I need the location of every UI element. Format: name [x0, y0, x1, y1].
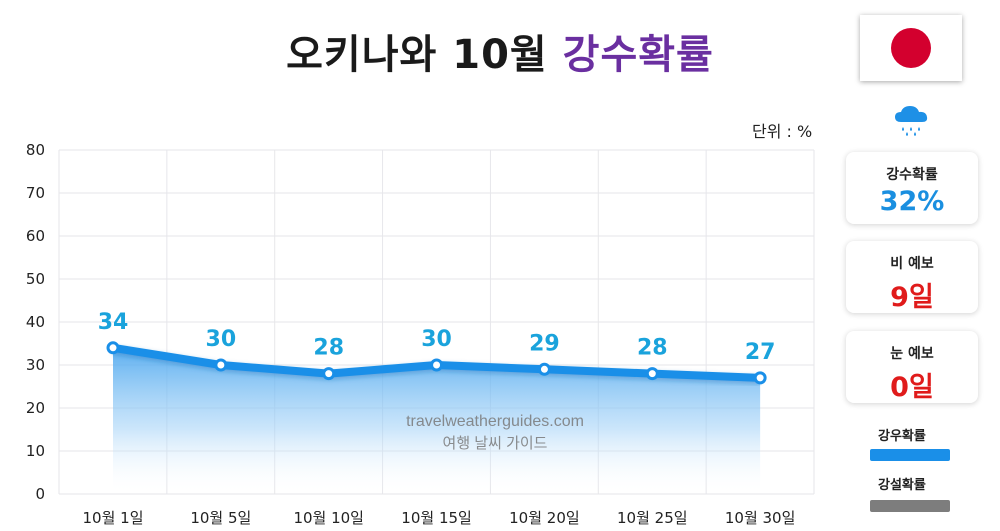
x-tick-label: 10월 10일	[293, 509, 364, 527]
x-tick-label: 10월 30일	[725, 509, 796, 527]
data-point	[753, 371, 767, 385]
axis-layer: 0 10 20 30 40 50 60 70 80 10월 1일 10월 5일 10월 10일 10월 …	[26, 141, 796, 527]
x-tick-label: 10월 20일	[509, 509, 580, 527]
data-label: 27	[745, 340, 776, 365]
flag-disc	[891, 28, 931, 68]
data-label: 30	[206, 327, 237, 352]
y-tick-label: 30	[26, 356, 45, 374]
page-title: 오키나와 10월 강수확률	[0, 22, 1000, 80]
data-point	[645, 367, 659, 381]
x-tick-label: 10월 5일	[190, 509, 251, 527]
rain-probability-card: 강수확률 32%	[846, 152, 978, 224]
x-tick-label: 10월 15일	[401, 509, 472, 527]
y-tick-label: 50	[26, 270, 45, 288]
card-label: 비 예보	[890, 256, 934, 272]
y-tick-label: 40	[26, 313, 45, 331]
y-tick-label: 60	[26, 227, 45, 245]
y-tick-label: 20	[26, 399, 45, 417]
rain-probability-chart: 34 30 28 30 29 28 27 0 10 20 30 40 50 60 70 80 10월 1일 10…	[26, 141, 815, 527]
data-point	[214, 358, 228, 372]
data-label: 29	[529, 331, 560, 356]
legend-snow-label: 강설확률	[878, 478, 926, 493]
unit-label: 단위 : %	[752, 122, 813, 141]
y-tick-label: 70	[26, 184, 45, 202]
rain-cloud-icon	[895, 106, 928, 136]
japan-flag-icon	[860, 15, 962, 81]
data-label: 28	[313, 336, 344, 361]
point-layer	[106, 341, 767, 385]
card-label: 눈 예보	[890, 346, 934, 362]
card-label: 강수확률	[886, 167, 938, 183]
title-accent: 강수확률	[562, 32, 714, 78]
data-point	[322, 367, 336, 381]
card-value: 0일	[890, 372, 934, 403]
data-label: 28	[637, 336, 668, 361]
data-point	[537, 362, 551, 376]
snow-forecast-card: 눈 예보 0일	[846, 331, 978, 403]
x-tick-label: 10월 25일	[617, 509, 688, 527]
data-point	[106, 341, 120, 355]
y-tick-label: 10	[26, 442, 45, 460]
y-tick-label: 80	[26, 141, 45, 159]
x-tick-label: 10월 1일	[83, 509, 144, 527]
card-value: 9일	[890, 282, 934, 313]
watermark-url: travelweatherguides.com	[406, 413, 584, 430]
data-point	[430, 358, 444, 372]
card-value: 32%	[879, 186, 945, 217]
title-main: 오키나와 10월	[286, 32, 548, 78]
rain-forecast-card: 비 예보 9일	[846, 241, 978, 313]
watermark-subtitle: 여행 날씨 가이드	[442, 435, 548, 452]
legend-snow-swatch	[870, 500, 950, 512]
legend-rain-swatch	[870, 449, 950, 461]
legend-rain-label: 강우확률	[878, 429, 926, 444]
data-label-layer: 34 30 28 30 29 28 27	[98, 310, 776, 365]
data-label: 34	[98, 310, 129, 335]
series-area	[113, 347, 761, 494]
data-label: 30	[421, 327, 452, 352]
area-layer	[113, 347, 761, 494]
y-tick-label: 0	[35, 485, 45, 503]
